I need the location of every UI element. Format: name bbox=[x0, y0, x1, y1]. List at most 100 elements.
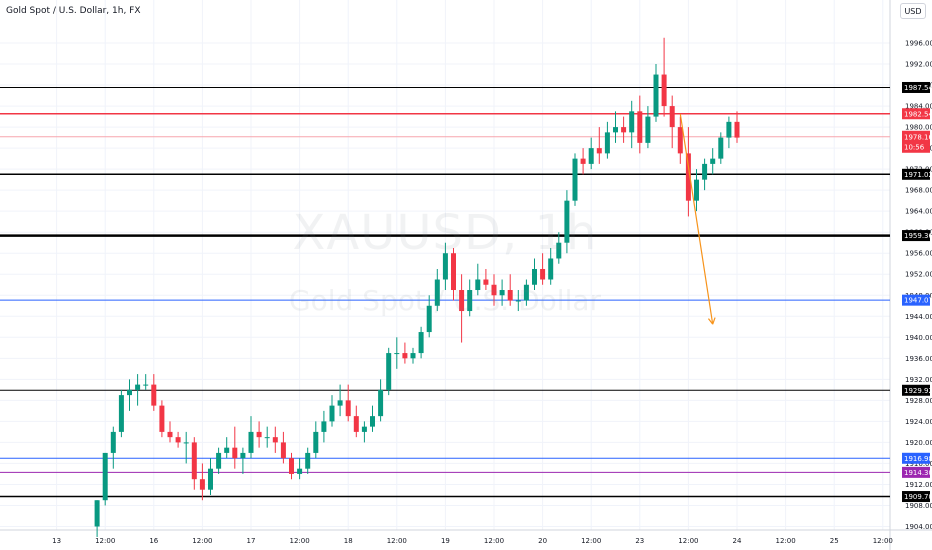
candle-body bbox=[677, 127, 683, 154]
candle-body bbox=[232, 447, 238, 459]
candle-body bbox=[110, 431, 116, 453]
candle-body bbox=[621, 127, 627, 133]
time-tick-label: 18 bbox=[344, 537, 353, 545]
candle-body bbox=[402, 353, 408, 359]
projection-arrow-head bbox=[712, 317, 716, 325]
price-tick-label: 1996.00 bbox=[905, 40, 932, 48]
candle-body bbox=[289, 458, 294, 474]
time-tick-label: 12:00 bbox=[192, 537, 212, 545]
price-tick-label: 1912.00 bbox=[905, 481, 932, 489]
level-price-tag-label: 1929.92 bbox=[904, 387, 932, 395]
candle-body bbox=[507, 290, 513, 301]
candle-body bbox=[637, 111, 643, 143]
level-price-tag bbox=[902, 491, 930, 503]
level-price-tag bbox=[902, 466, 930, 478]
candle-body bbox=[297, 468, 303, 474]
price-tick-label: 1944.00 bbox=[905, 313, 932, 321]
price-tick-label: 1980.00 bbox=[905, 124, 932, 132]
currency-button[interactable]: USD bbox=[900, 3, 926, 19]
price-tick-label: 1940.00 bbox=[905, 334, 932, 342]
candle-body bbox=[475, 279, 481, 291]
time-tick-label: 12:00 bbox=[387, 537, 407, 545]
candle-body bbox=[702, 163, 708, 180]
price-tick-label: 1920.00 bbox=[905, 439, 932, 447]
time-tick-label: 16 bbox=[149, 537, 158, 545]
candle-body bbox=[694, 179, 699, 201]
candle-body bbox=[272, 437, 278, 443]
candle-body bbox=[604, 132, 610, 154]
candle-body bbox=[523, 284, 529, 301]
level-price-tag-label: 1916.98 bbox=[904, 455, 932, 463]
time-tick-label: 12:00 bbox=[776, 537, 796, 545]
candle-body bbox=[540, 268, 546, 280]
candle-body bbox=[442, 253, 448, 280]
time-tick-label: 17 bbox=[247, 537, 256, 545]
time-tick-label: 25 bbox=[830, 537, 839, 545]
candle-body bbox=[710, 158, 716, 164]
current-price-tag bbox=[902, 130, 930, 153]
level-price-tag-label: 1982.54 bbox=[904, 110, 932, 118]
level-price-tag bbox=[902, 452, 930, 464]
symbol-title: Gold Spot / U.S. Dollar, 1h, FX bbox=[6, 6, 141, 16]
candle-body bbox=[175, 437, 181, 443]
candle-body bbox=[467, 290, 473, 312]
candle-body bbox=[515, 300, 521, 302]
candle-body bbox=[143, 384, 149, 386]
candle-body bbox=[572, 158, 578, 201]
candle-body bbox=[370, 416, 375, 427]
level-price-tag bbox=[902, 108, 930, 120]
candle-body bbox=[613, 127, 618, 133]
candle-body bbox=[426, 305, 432, 333]
candle-body bbox=[94, 500, 100, 527]
price-tick-label: 1932.00 bbox=[905, 376, 932, 384]
time-tick-label: 12:00 bbox=[95, 537, 115, 545]
price-tick-label: 1968.00 bbox=[905, 187, 932, 195]
level-price-tag bbox=[902, 81, 930, 93]
candle-body bbox=[135, 384, 141, 390]
price-tick-label: 1908.00 bbox=[905, 502, 932, 510]
candle-body bbox=[353, 416, 359, 432]
candle-body bbox=[240, 452, 246, 459]
level-price-tag-label: 1914.30 bbox=[904, 469, 932, 477]
candle-body bbox=[305, 452, 311, 469]
candle-body bbox=[653, 74, 659, 117]
level-price-tag bbox=[902, 294, 930, 306]
price-tick-label: 1984.00 bbox=[905, 103, 932, 111]
current-price-label: 1978.16 bbox=[904, 133, 932, 141]
candle-body bbox=[102, 452, 108, 501]
candle-body bbox=[451, 253, 456, 291]
candle-body bbox=[669, 106, 675, 128]
candle-body bbox=[596, 148, 602, 154]
candle-body bbox=[118, 395, 124, 432]
price-tick-label: 1904.00 bbox=[905, 523, 932, 531]
candle-body bbox=[532, 268, 537, 285]
candle-body bbox=[216, 452, 222, 469]
time-tick-label: 12:00 bbox=[290, 537, 310, 545]
candle-body bbox=[726, 121, 732, 138]
level-price-tag-label: 1987.54 bbox=[904, 84, 932, 92]
candle-body bbox=[564, 200, 570, 243]
candle-body bbox=[264, 437, 270, 439]
candle-body bbox=[386, 353, 392, 390]
candle-body bbox=[248, 431, 254, 453]
time-tick-label: 12:00 bbox=[581, 537, 601, 545]
candle-body bbox=[410, 353, 416, 359]
price-tick-label: 1928.00 bbox=[905, 397, 932, 405]
time-tick-label: 24 bbox=[733, 537, 742, 545]
candle-body bbox=[491, 284, 497, 296]
candle-body bbox=[734, 121, 740, 138]
candle-body bbox=[208, 468, 213, 490]
candle-body bbox=[191, 442, 197, 480]
candle-body bbox=[661, 74, 667, 107]
candle-body bbox=[459, 290, 465, 312]
countdown-label: 10:56 bbox=[904, 143, 925, 151]
candle-body bbox=[313, 431, 319, 453]
candle-body bbox=[159, 405, 165, 432]
candle-body bbox=[378, 389, 384, 417]
candle-body bbox=[548, 258, 554, 280]
projection-arrow-line[interactable] bbox=[679, 113, 714, 325]
level-price-tag bbox=[902, 168, 930, 180]
time-tick-label: 23 bbox=[635, 537, 644, 545]
price-tick-label: 1964.00 bbox=[905, 208, 932, 216]
